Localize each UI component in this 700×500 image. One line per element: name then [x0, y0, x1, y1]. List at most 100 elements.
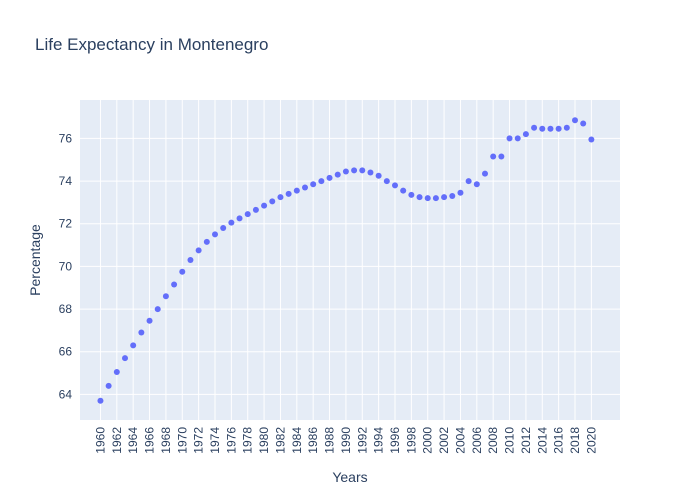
x-tick-label: 2002: [437, 427, 451, 454]
data-point: [187, 257, 194, 263]
data-point: [572, 117, 578, 124]
data-point: [449, 193, 456, 199]
x-tick-label: 1976: [224, 427, 238, 454]
data-point: [285, 190, 292, 197]
y-tick-label: 68: [59, 302, 73, 316]
x-tick-label: 1978: [241, 427, 255, 454]
data-point: [432, 195, 439, 202]
data-point: [318, 178, 325, 185]
x-tick-label: 1968: [159, 427, 173, 454]
x-tick-label: 1966: [143, 427, 157, 454]
data-point: [555, 125, 562, 132]
x-tick-label: 2004: [453, 427, 467, 454]
data-point: [105, 382, 112, 389]
data-point: [334, 171, 341, 178]
y-tick-label: 66: [59, 345, 73, 359]
x-tick-label: 1960: [93, 427, 107, 454]
x-tick-label: 2000: [421, 427, 435, 454]
x-tick-label: 1974: [208, 427, 222, 454]
data-point: [122, 355, 128, 362]
x-axis-label: Years: [332, 469, 367, 485]
x-tick-label: 1986: [306, 427, 320, 454]
x-tick-label: 2014: [535, 427, 549, 454]
x-tick-label: 1988: [323, 427, 337, 454]
data-point: [277, 194, 284, 201]
y-tick-label: 70: [59, 259, 73, 273]
data-point: [302, 184, 308, 191]
plot-area: [80, 100, 620, 420]
x-tick-label: 1992: [355, 427, 369, 454]
data-point: [236, 215, 243, 222]
x-tick-label: 1964: [126, 427, 140, 454]
data-point: [416, 194, 423, 201]
data-point: [130, 342, 137, 349]
data-point: [441, 194, 448, 201]
data-point: [203, 238, 210, 245]
data-point: [342, 168, 349, 175]
x-tick-label: 1984: [290, 427, 304, 454]
data-point: [457, 189, 464, 196]
data-point: [359, 167, 366, 174]
x-tick-label: 2016: [552, 427, 566, 454]
y-tick-label: 72: [59, 217, 73, 231]
data-point: [539, 125, 546, 132]
x-tick-label: 2010: [503, 427, 517, 454]
data-point: [547, 125, 554, 132]
data-point: [367, 169, 374, 176]
x-tick-label: 1970: [175, 427, 189, 454]
y-axis-label: Percentage: [27, 224, 43, 296]
data-point: [220, 225, 227, 231]
data-point: [310, 181, 317, 188]
x-tick-label: 1996: [388, 427, 402, 454]
x-tick-label: 1980: [257, 427, 271, 454]
data-point: [580, 120, 587, 127]
y-tick-label: 74: [59, 174, 73, 188]
data-point: [154, 306, 161, 313]
y-tick-label: 76: [59, 131, 73, 145]
data-point: [293, 187, 300, 194]
data-point: [465, 178, 472, 185]
x-tick-label: 1998: [404, 427, 418, 454]
x-tick-label: 1982: [273, 427, 287, 454]
x-tick-label: 1990: [339, 427, 353, 454]
data-point: [244, 211, 251, 218]
data-point: [563, 124, 570, 131]
x-tick-label: 2018: [568, 427, 582, 454]
data-point: [195, 247, 202, 254]
data-point: [351, 167, 358, 174]
data-point: [138, 329, 145, 336]
data-point: [228, 219, 235, 226]
data-point: [498, 153, 505, 160]
data-point: [375, 172, 382, 179]
data-point: [171, 281, 178, 288]
data-point: [269, 198, 276, 205]
chart-title: Life Expectancy in Montenegro: [35, 35, 268, 54]
data-point: [424, 195, 431, 202]
data-point: [179, 268, 186, 275]
x-tick-label: 2008: [486, 427, 500, 454]
x-tick-label: 2020: [584, 427, 598, 454]
data-point: [212, 231, 218, 238]
y-tick-label: 64: [59, 387, 73, 401]
data-point: [383, 178, 390, 185]
x-tick-label: 1962: [110, 427, 124, 454]
data-point: [514, 135, 521, 142]
data-point: [482, 170, 488, 177]
x-tick-label: 2012: [519, 427, 533, 454]
data-point: [97, 397, 104, 404]
data-point: [408, 191, 415, 198]
data-point: [522, 131, 529, 138]
x-tick-label: 2006: [470, 427, 484, 454]
data-point: [473, 181, 480, 188]
data-point: [400, 187, 407, 194]
data-point: [392, 182, 398, 189]
data-point: [162, 293, 169, 300]
data-point: [261, 202, 268, 209]
data-point: [506, 135, 513, 142]
x-tick-label: 1994: [372, 427, 386, 454]
data-points: [97, 117, 595, 404]
data-point: [113, 369, 120, 375]
data-point: [490, 153, 497, 160]
data-point: [326, 174, 333, 181]
